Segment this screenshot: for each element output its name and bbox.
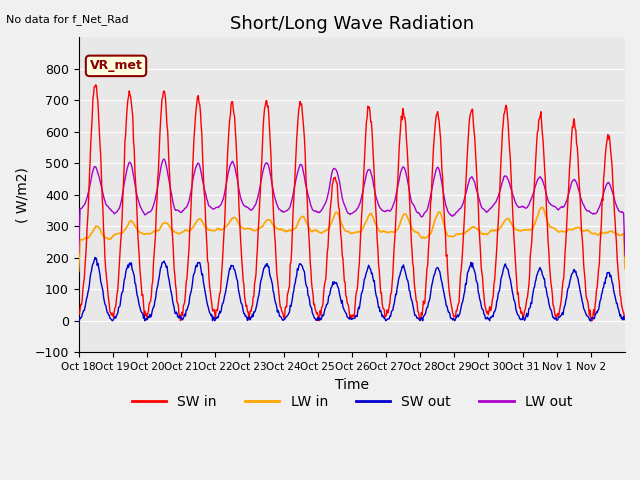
Y-axis label: ( W/m2): ( W/m2) [15, 167, 29, 223]
Text: VR_met: VR_met [90, 60, 143, 72]
Title: Short/Long Wave Radiation: Short/Long Wave Radiation [230, 15, 474, 33]
Legend: SW in, LW in, SW out, LW out: SW in, LW in, SW out, LW out [126, 389, 577, 415]
X-axis label: Time: Time [335, 377, 369, 392]
Text: No data for f_Net_Rad: No data for f_Net_Rad [6, 14, 129, 25]
